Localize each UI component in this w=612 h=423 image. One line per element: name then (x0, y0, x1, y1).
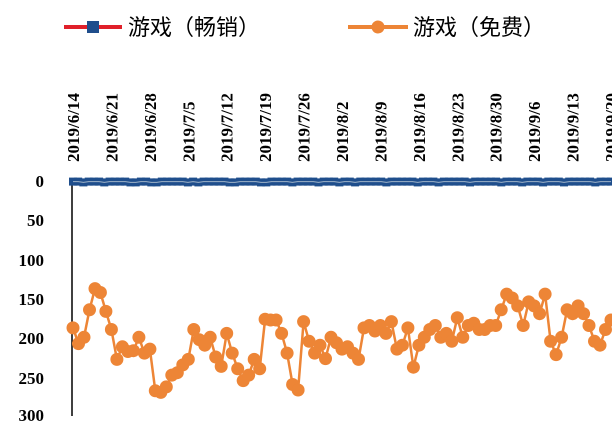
data-point-free (269, 313, 283, 327)
data-point-free (214, 359, 228, 373)
data-point-free (99, 304, 113, 318)
data-point-free (544, 334, 558, 348)
data-point-free (291, 383, 305, 397)
data-point-free (599, 323, 612, 336)
data-point-free (604, 313, 612, 327)
x-tick-label: 2019/8/23 (448, 93, 467, 162)
x-tick-label: 2019/8/30 (487, 93, 506, 162)
x-tick-label: 2019/6/21 (102, 93, 121, 162)
y-tick-label: 100 (19, 251, 45, 270)
data-point-free (280, 346, 294, 360)
data-point-free (143, 342, 157, 356)
data-point-free (159, 380, 173, 394)
data-point-free (93, 286, 107, 299)
data-point-free (555, 330, 569, 344)
series-layer (66, 177, 612, 399)
data-point-free (220, 326, 234, 340)
x-tick-label: 2019/8/2 (333, 102, 352, 162)
data-point-free (319, 352, 332, 366)
legend-label-0: 游戏（畅销） (128, 16, 260, 41)
x-tick-label: 2019/7/12 (218, 93, 237, 162)
data-point-free (225, 346, 239, 360)
data-point-free (384, 315, 398, 329)
data-point-free (593, 338, 607, 352)
data-point-free (253, 362, 267, 376)
data-point-free (181, 352, 195, 366)
data-point-free (533, 307, 547, 321)
y-tick-labels: 0 50 100 150 200 250 300 (19, 172, 45, 423)
data-point-free (66, 321, 80, 335)
data-point-free (456, 330, 470, 344)
data-point-free (445, 334, 459, 348)
legend-swatch-marker-1 (371, 20, 385, 34)
x-tick-labels: 2019/6/14 2019/6/21 2019/6/28 2019/7/5 2019/… (64, 93, 612, 162)
data-point-free (352, 352, 365, 366)
data-point-free (187, 323, 201, 336)
data-point-free (104, 323, 118, 336)
data-point-free (297, 315, 311, 329)
legend-label-1: 游戏（免费） (413, 16, 545, 41)
data-point-free (538, 287, 552, 301)
series-line-grossing-highlight (73, 181, 611, 183)
data-point-free (395, 338, 409, 352)
legend-swatch-marker-0 (87, 21, 99, 33)
data-point-free (247, 352, 261, 366)
data-point-free (511, 299, 525, 313)
y-tick-label: 250 (19, 369, 45, 388)
data-point-free (231, 362, 245, 376)
data-point-free (110, 352, 124, 366)
data-point-free (77, 330, 91, 344)
x-tick-label: 2019/6/28 (141, 93, 160, 162)
data-point-free (83, 303, 96, 317)
y-tick-label: 150 (19, 290, 45, 309)
data-point-free (577, 307, 591, 321)
data-point-free (516, 319, 530, 332)
data-point-free (494, 303, 508, 317)
data-point-free (313, 338, 327, 352)
data-point-free (489, 319, 503, 332)
x-tick-label: 2019/9/6 (525, 102, 544, 162)
data-point-free (126, 344, 140, 358)
x-tick-label: 2019/6/14 (64, 93, 83, 162)
x-tick-label: 2019/8/9 (371, 102, 390, 162)
y-tick-label: 200 (19, 329, 45, 348)
x-tick-label: 2019/7/5 (179, 102, 198, 162)
data-point-free (275, 326, 289, 340)
data-point-free (242, 368, 256, 382)
y-tick-label: 300 (19, 406, 45, 423)
data-point-free (428, 319, 442, 332)
data-point-free (203, 330, 217, 344)
legend: 游戏（畅销） 游戏（免费） (64, 16, 545, 41)
data-point-free (582, 319, 596, 332)
data-point-free (549, 348, 563, 362)
data-point-free (209, 350, 223, 364)
data-point-free (302, 334, 316, 348)
data-point-free (406, 360, 420, 374)
data-point-free (450, 311, 464, 325)
data-point-free (401, 321, 415, 335)
y-tick-label: 0 (36, 172, 45, 191)
y-tick-label: 50 (27, 211, 44, 230)
x-tick-label: 2019/9/20 (602, 93, 612, 162)
data-point-free (379, 326, 393, 340)
x-tick-label: 2019/8/16 (410, 93, 429, 162)
x-tick-label: 2019/7/26 (295, 93, 314, 162)
x-tick-label: 2019/9/13 (564, 93, 583, 162)
data-point-free (132, 330, 146, 344)
x-tick-label: 2019/7/19 (256, 93, 275, 162)
